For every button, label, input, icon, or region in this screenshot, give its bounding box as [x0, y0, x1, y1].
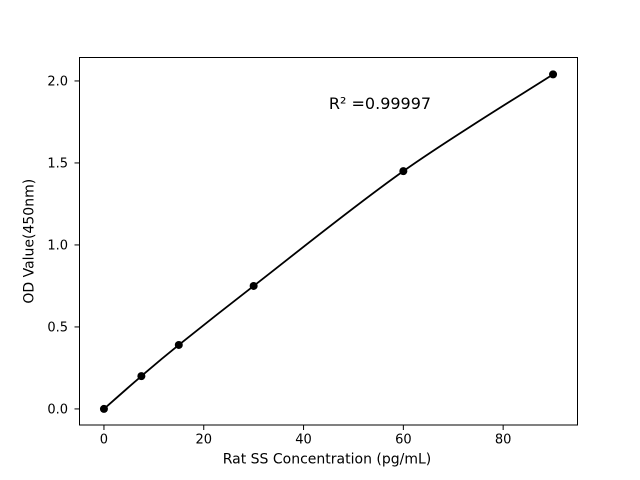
y-tick-label: 0.0 — [47, 402, 68, 417]
x-tick-label: 40 — [295, 433, 312, 448]
x-tick-label: 60 — [395, 433, 412, 448]
y-tick-label: 1.0 — [47, 238, 68, 253]
x-tick-label: 0 — [100, 433, 108, 448]
x-axis-ticks: 0 20 40 60 80 — [100, 425, 512, 448]
data-point — [399, 167, 408, 176]
data-point — [99, 404, 108, 413]
y-tick-label: 0.5 — [47, 320, 68, 335]
x-tick-label: 20 — [195, 433, 212, 448]
fit-curve-line — [103, 73, 554, 410]
data-point — [137, 372, 146, 381]
x-tick-label: 80 — [495, 433, 512, 448]
y-axis-label: OD Value(450nm) — [22, 179, 38, 304]
y-tick-label: 2.0 — [47, 74, 68, 89]
data-point — [174, 340, 183, 349]
data-point — [549, 70, 558, 79]
x-axis-label: Rat SS Concentration (pg/mL) — [223, 452, 432, 468]
plot-frame — [79, 57, 578, 426]
y-axis-ticks: 0.0 0.5 1.0 1.5 2.0 — [47, 74, 80, 417]
data-point — [249, 281, 258, 290]
data-point-markers — [99, 70, 558, 413]
y-tick-label: 1.5 — [47, 156, 68, 171]
r-squared-annotation: R² =0.99997 — [329, 94, 431, 113]
